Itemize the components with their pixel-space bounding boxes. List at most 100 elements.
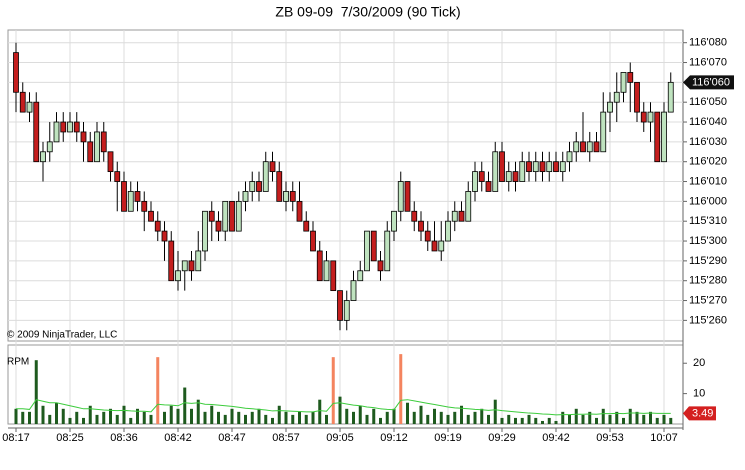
volume-bar (284, 411, 288, 424)
volume-bar (358, 405, 362, 424)
candle-body (303, 220, 310, 232)
marks (13, 42, 674, 424)
volume-bar (21, 411, 25, 424)
candle-body (424, 230, 431, 242)
volume-bar (399, 354, 403, 424)
candle-body (87, 141, 94, 163)
candle-body (600, 111, 607, 153)
volume-bar (601, 408, 605, 424)
volume-bar (331, 357, 335, 424)
y-tick-label: 116'010 (689, 175, 727, 187)
candle-body (289, 191, 296, 202)
candle-body (323, 260, 330, 282)
y-tick-label: 115'290 (689, 255, 727, 267)
volume-bar (561, 411, 565, 424)
volume-bar (365, 414, 369, 424)
volume-bar (230, 408, 234, 424)
candle-body (269, 161, 276, 173)
candle-body (667, 81, 674, 113)
candle-body (566, 151, 573, 163)
volume-bar (190, 408, 193, 424)
candle-body (377, 260, 384, 272)
candle-body (168, 240, 175, 282)
y-tick-label: 116'070 (689, 56, 727, 68)
volume-bar (244, 414, 247, 424)
candle-body (283, 191, 289, 202)
candle-body (134, 191, 141, 202)
copyright: © 2009 NinjaTrader, LLC (7, 330, 117, 341)
candle-body (458, 210, 465, 222)
volume-bar (446, 414, 450, 424)
candle-body (229, 200, 235, 232)
volume-bar (453, 411, 457, 424)
volume-bar (203, 411, 207, 424)
x-tick-label: 08:47 (218, 432, 246, 444)
candle-body (465, 191, 472, 222)
volume-bar (55, 402, 58, 424)
volume-bar (82, 417, 85, 424)
candle-body (539, 161, 546, 173)
candle-body (505, 171, 512, 182)
candle-body (46, 141, 53, 153)
volume-bar (581, 414, 585, 424)
candle-body (114, 171, 121, 182)
candle-body (33, 101, 40, 163)
volume-bar (318, 399, 322, 424)
volume-bar (115, 414, 119, 424)
volume-bar (257, 408, 261, 424)
x-tick-label: 08:25 (56, 432, 84, 444)
volume-bar (642, 414, 646, 424)
candle-body (607, 101, 613, 113)
volume-bar (271, 417, 274, 424)
candle-body (451, 210, 458, 222)
candle-body (100, 131, 107, 153)
x-tick-label: 09:53 (596, 432, 624, 444)
candle-body (256, 181, 262, 192)
candle-body (431, 240, 438, 252)
y-tick-label: 116'020 (689, 156, 727, 168)
x-tick-label: 08:42 (164, 432, 192, 444)
price-panel (7, 29, 684, 342)
volume-bar (311, 411, 315, 424)
volume-bar (109, 408, 112, 424)
candle-body (310, 230, 316, 252)
y-tick-label: 10 (693, 388, 705, 400)
candle-body (526, 161, 532, 173)
volume-bar (426, 414, 430, 424)
y-tick-label: 115'260 (689, 314, 727, 326)
volume-bar (298, 411, 301, 424)
candle-body (357, 270, 364, 282)
last-price-label: 116'060 (692, 76, 730, 88)
volume-bar (264, 414, 268, 424)
candle-body (154, 220, 161, 232)
candle-body (573, 141, 580, 153)
candle-body (613, 91, 620, 103)
volume-bar (223, 414, 227, 424)
volume-bar (514, 417, 517, 424)
x-tick-label: 09:05 (326, 432, 354, 444)
candle-body (404, 181, 411, 212)
candle-body (127, 191, 134, 212)
candle-body (472, 171, 478, 192)
chart-title: ZB 09-09 7/30/2009 (90 Tick) (275, 4, 460, 20)
y-tick-label: 115'270 (689, 294, 727, 306)
candle-body (141, 200, 148, 212)
candle-body (593, 141, 600, 153)
candle-body (181, 260, 188, 272)
volume-bar (372, 408, 376, 424)
volume-bar (352, 411, 355, 424)
candle-body (384, 230, 391, 272)
candle-body (478, 171, 485, 182)
candle-body (107, 151, 114, 173)
candle-body (370, 230, 377, 262)
volume-bar (129, 417, 133, 424)
volume-bar (628, 408, 632, 424)
candle-body (276, 171, 283, 202)
overlay: 116'080 116'070 116'060 116'050 116'040 116'0… (2, 37, 734, 444)
candle-body (364, 230, 370, 272)
candle-body (499, 151, 505, 182)
volume-bar (574, 408, 578, 424)
candle-body (222, 200, 229, 232)
volume-bar (217, 411, 220, 424)
volume-bar (156, 357, 160, 424)
